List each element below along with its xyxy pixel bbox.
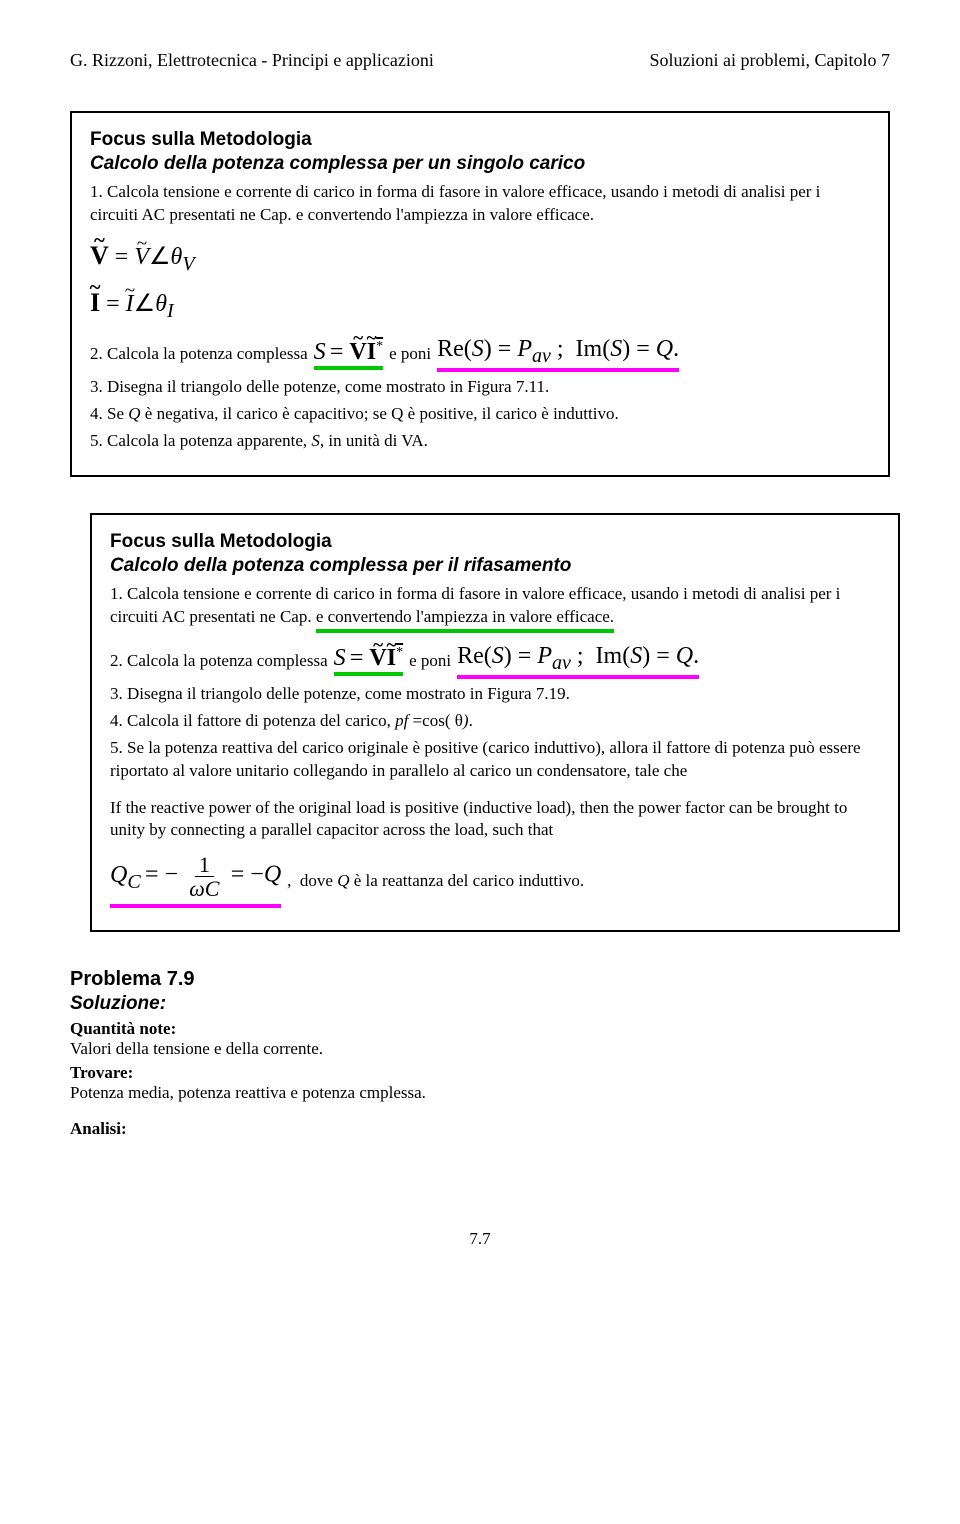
known-quantities-text: Valori della tensione e della corrente. <box>70 1039 890 1059</box>
focus2-qc-eq: QC = − 1ωC = −Q , dove Q è la reattanza … <box>110 854 880 907</box>
page: G. Rizzoni, Elettrotecnica - Principi e … <box>0 0 960 1289</box>
focus1-step1: 1. Calcola tensione e corrente di carico… <box>90 181 870 227</box>
eq-qc: QC = − 1ωC = −Q <box>110 854 281 907</box>
focus1-step2: 2. Calcola la potenza complessa S = VI* … <box>90 336 870 372</box>
eq-v-phasor: V = V∠θV <box>90 241 870 276</box>
page-header: G. Rizzoni, Elettrotecnica - Principi e … <box>70 50 890 71</box>
eq-complex-power-2: S = VI* <box>334 645 403 676</box>
header-right: Soluzioni ai problemi, Capitolo 7 <box>650 50 890 71</box>
page-number: 7.7 <box>70 1229 890 1249</box>
eq-re-im-2: Re(S) = Pav ; Im(S) = Q. <box>457 643 699 679</box>
focus2-step3: 3. Disegna il triangolo delle potenze, c… <box>110 683 880 706</box>
problem-title: Problema 7.9 <box>70 968 890 991</box>
focus1-step4: 4. Se Q è negativa, il carico è capaciti… <box>90 403 870 426</box>
focus1-step3: 3. Disegna il triangolo delle potenze, c… <box>90 376 870 399</box>
focus2-subtitle: Calcolo della potenza complessa per il r… <box>110 555 880 577</box>
find-text: Potenza media, potenza reattiva e potenz… <box>70 1083 890 1103</box>
focus-box-single-load: Focus sulla Metodologia Calcolo della po… <box>70 111 890 477</box>
focus2-step2-text-b: e poni <box>409 651 451 671</box>
eq-re-im: Re(S) = Pav ; Im(S) = Q. <box>437 336 679 372</box>
focus2-qc-tail: , dove Q è la reattanza del carico indut… <box>287 871 584 891</box>
find-label: Trovare: <box>70 1063 890 1083</box>
focus1-step5: 5. Calcola la potenza apparente, S, in u… <box>90 430 870 453</box>
focus2-english: If the reactive power of the original lo… <box>110 797 880 843</box>
focus-title: Focus sulla Metodologia <box>90 129 870 151</box>
known-quantities-label: Quantità note: <box>70 1019 890 1039</box>
focus2-step5: 5. Se la potenza reattiva del carico ori… <box>110 737 880 783</box>
focus1-phasor-defs: V = V∠θV I = I∠θI <box>90 233 870 327</box>
focus1-step2-text-b: e poni <box>389 344 431 364</box>
problem-solution-label: Soluzione: <box>70 993 890 1015</box>
header-left: G. Rizzoni, Elettrotecnica - Principi e … <box>70 50 434 71</box>
focus1-step2-text-a: 2. Calcola la potenza complessa <box>90 344 308 364</box>
focus-box-power-factor: Focus sulla Metodologia Calcolo della po… <box>90 513 900 931</box>
focus2-title: Focus sulla Metodologia <box>110 531 880 553</box>
eq-i-phasor: I = I∠θI <box>90 288 870 323</box>
focus2-step2: 2. Calcola la potenza complessa S = VI* … <box>110 643 880 679</box>
focus2-step4: 4. Calcola il fattore di potenza del car… <box>110 710 880 733</box>
eq-complex-power: S = VI* <box>314 339 383 370</box>
focus2-step2-text-a: 2. Calcola la potenza complessa <box>110 651 328 671</box>
analysis-label: Analisi: <box>70 1119 890 1139</box>
focus-subtitle: Calcolo della potenza complessa per un s… <box>90 153 870 175</box>
focus2-step1: 1. Calcola tensione e corrente di carico… <box>110 583 880 633</box>
